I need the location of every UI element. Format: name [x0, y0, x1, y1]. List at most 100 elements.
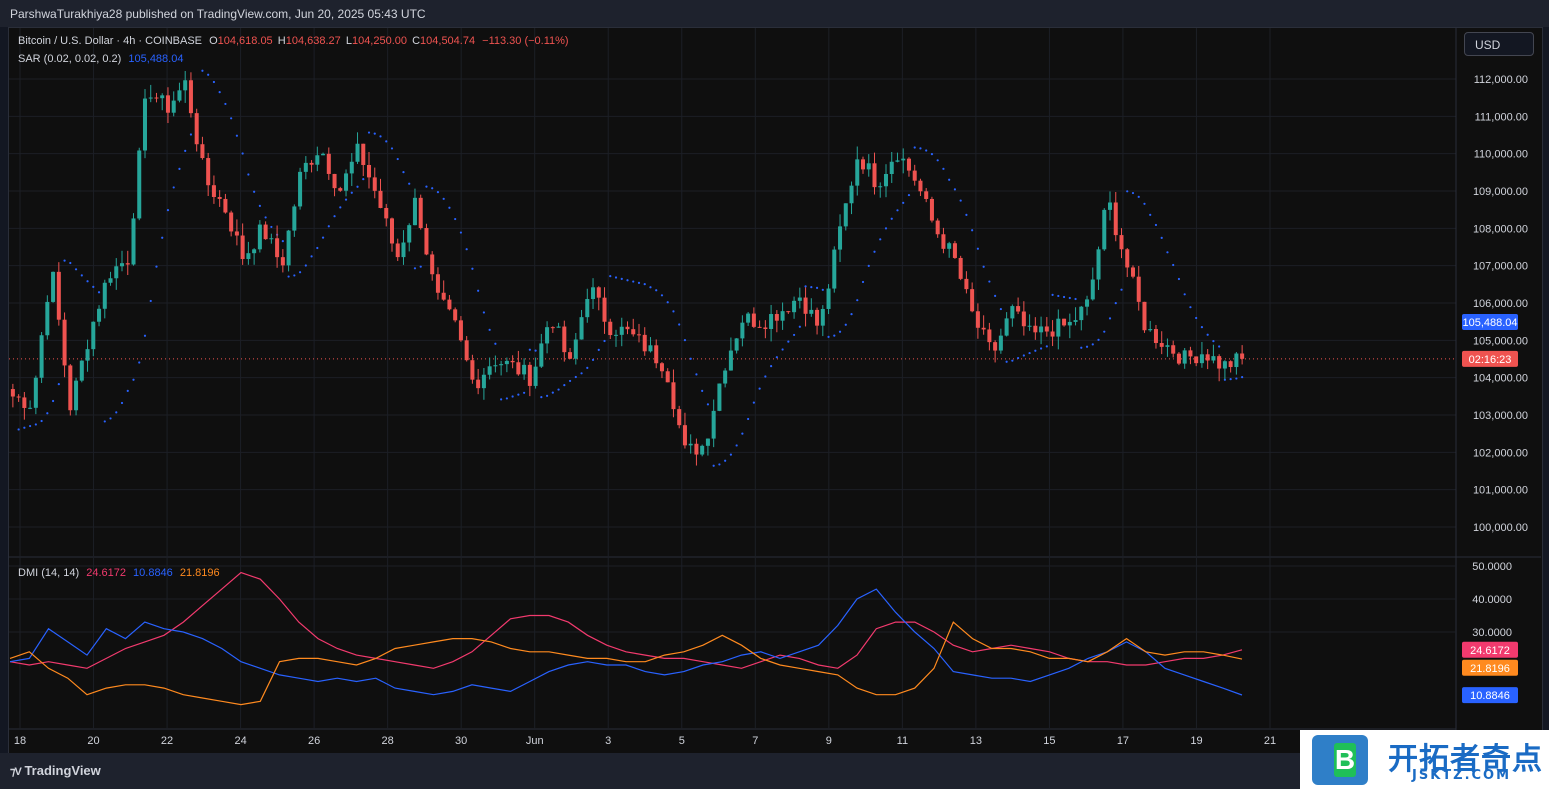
sar-dot: [505, 397, 508, 400]
sar-dot: [471, 267, 474, 270]
sar-dot: [999, 307, 1002, 311]
candle-body: [924, 191, 929, 199]
currency-button[interactable]: USD: [1464, 32, 1534, 56]
price-tick-label: 101,000.00: [1473, 485, 1528, 497]
candle-body: [912, 170, 917, 181]
dmi-di-tag: [1462, 641, 1518, 658]
candle-body: [820, 308, 825, 326]
sar-dot: [500, 398, 503, 401]
candle-body: [792, 300, 797, 313]
sar-dot: [1241, 375, 1244, 379]
sar-dot: [212, 80, 216, 84]
candle-body: [453, 309, 458, 321]
sar-dot: [948, 178, 951, 181]
sar-dot: [959, 199, 962, 202]
candle-body: [56, 271, 61, 320]
candle-body: [746, 313, 751, 323]
sar-dot: [528, 348, 531, 351]
sar-price-tag: [1462, 314, 1518, 330]
candle-body: [499, 364, 504, 366]
candle-body: [711, 410, 716, 439]
candle-body: [91, 321, 96, 350]
candle-body: [545, 327, 550, 344]
candle-body: [206, 158, 211, 186]
candle-body: [723, 370, 728, 384]
tradingview-logo[interactable]: ⁊V TradingView: [10, 763, 101, 778]
sar-dot: [574, 375, 577, 379]
candle-body: [849, 185, 854, 204]
time-tick-label: 3: [605, 735, 611, 747]
sar-dot: [482, 311, 485, 314]
sar-dot: [143, 334, 147, 337]
candle-body: [97, 308, 102, 322]
candle-body: [682, 425, 687, 446]
sar-dot: [1108, 317, 1112, 320]
candle-body: [1159, 342, 1164, 347]
candle-body: [1010, 306, 1015, 319]
sar-dot: [431, 187, 434, 190]
candle-body: [441, 292, 446, 300]
sar-dot: [1114, 302, 1117, 305]
time-tick-label: 24: [234, 735, 246, 747]
sar-dot: [718, 463, 721, 466]
chart-frame[interactable]: [8, 27, 1543, 755]
sar-price-tag-text: 105,488.04: [1462, 317, 1517, 329]
sar-dot: [1206, 333, 1209, 336]
sar-dot: [1149, 213, 1152, 216]
price-tick-label: 102,000.00: [1473, 447, 1528, 459]
sar-dot: [942, 167, 945, 170]
candle-body: [568, 352, 573, 359]
dmi-legend[interactable]: DMI (14, 14) 24.6172 10.8846 21.8196: [18, 567, 220, 579]
sar-dot: [1172, 263, 1175, 267]
candle-body: [596, 287, 601, 298]
sar-dot: [1074, 297, 1077, 301]
sar-dot: [1166, 251, 1169, 254]
candle-body: [137, 150, 142, 219]
sar-dot: [29, 424, 32, 428]
candle-body: [1016, 306, 1021, 312]
sar-dot: [17, 428, 20, 431]
time-tick-label: 7: [752, 735, 758, 747]
sar-dot: [425, 185, 428, 188]
sar-dot: [92, 285, 95, 288]
sar-dot: [683, 339, 687, 342]
candle-body: [177, 90, 182, 101]
sar-dot: [540, 396, 543, 399]
sar-dot: [1137, 195, 1140, 198]
candle-body: [901, 158, 906, 161]
candle-body: [585, 299, 590, 318]
candle-body: [642, 334, 647, 352]
symbol-label[interactable]: Bitcoin / U.S. Dollar · 4h · COINBASE: [18, 35, 202, 47]
candle-body: [1039, 326, 1044, 333]
candle-body: [367, 164, 372, 178]
sar-legend[interactable]: SAR (0.02, 0.02, 0.2) 105,488.04: [18, 53, 183, 65]
sar-dot: [1189, 306, 1192, 309]
sar-dot: [591, 358, 595, 361]
candle-body: [321, 153, 326, 156]
dmi-di-tag-text: 24.6172: [1470, 645, 1510, 657]
dmi-tick-label: 40.0000: [1472, 594, 1512, 606]
sar-dot: [166, 209, 170, 212]
candle-body: [62, 319, 67, 366]
sar-dot: [764, 375, 767, 378]
candle-body: [1044, 326, 1049, 332]
sar-dot: [57, 383, 60, 386]
candle-body: [740, 322, 745, 339]
sar-dot: [1223, 378, 1226, 381]
candle-body: [550, 327, 555, 329]
sar-dot: [120, 401, 124, 405]
sar-dot: [408, 182, 411, 185]
sar-dot: [207, 73, 210, 76]
candle-body: [1136, 276, 1141, 302]
sar-dot: [695, 373, 698, 376]
sar-dot: [1085, 345, 1089, 348]
candle-body: [1234, 353, 1239, 368]
sar-dot: [994, 294, 997, 297]
sar-dot: [787, 340, 790, 343]
sar-dot: [362, 178, 365, 181]
sar-dot: [287, 275, 290, 278]
candle-body: [326, 153, 331, 174]
candle-body: [774, 314, 779, 321]
footer-bar: [0, 753, 1549, 789]
